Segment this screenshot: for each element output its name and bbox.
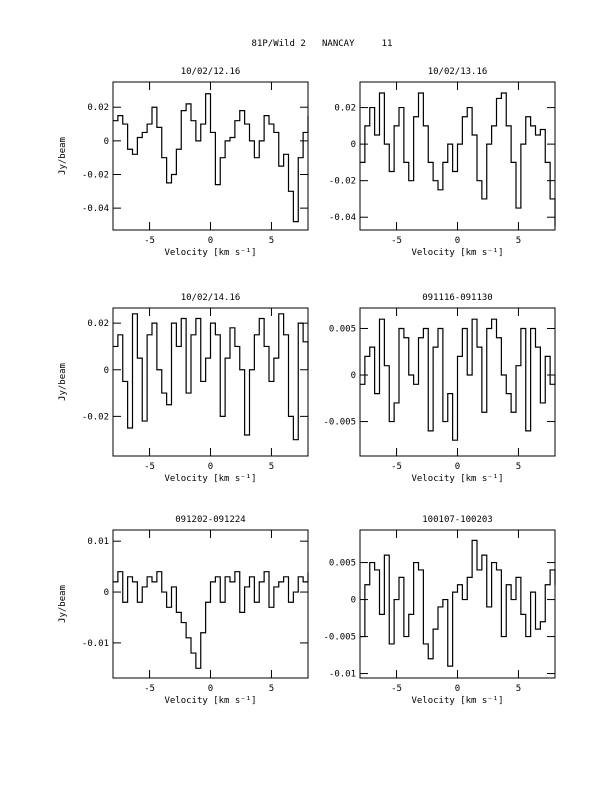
panel-title: 100107-100203 — [422, 515, 492, 525]
panel: 10/02/13.16 -5 0 5 -0.04 -0.02 0 0.02 Velocity [… — [329, 67, 556, 258]
y-tick-label: -0.02 — [82, 171, 109, 181]
y-tick-label: -0.02 — [329, 177, 356, 187]
x-tick-label: 5 — [269, 684, 274, 694]
y-tick-label: -0.01 — [82, 639, 109, 649]
x-tick-label: -5 — [391, 462, 402, 472]
x-tick-label: 5 — [516, 462, 521, 472]
plot-frame — [359, 529, 556, 679]
plot-frame — [112, 529, 309, 679]
x-tick-label: 0 — [455, 462, 460, 472]
y-tick-label: 0.02 — [334, 104, 356, 114]
y-tick-label: 0.02 — [87, 319, 109, 329]
plot-frame — [359, 81, 556, 231]
y-tick-label: 0 — [104, 137, 109, 147]
y-axis-label: Jy/beam — [58, 363, 68, 401]
page-title: 81P/Wild 2 NANCAY 11 — [252, 39, 393, 49]
y-axis-label: Jy/beam — [58, 137, 68, 175]
panel-title: 10/02/13.16 — [428, 67, 488, 77]
spectrum-line — [360, 92, 556, 227]
x-tick-label: 5 — [516, 236, 521, 246]
x-tick-label: 0 — [208, 236, 213, 246]
spectrum-line — [360, 318, 556, 441]
y-tick-label: 0.005 — [329, 559, 356, 569]
x-axis-label: Velocity [km s⁻¹] — [411, 248, 503, 258]
y-tick-label: -0.02 — [82, 412, 109, 422]
x-tick-label: 0 — [208, 684, 213, 694]
x-tick-label: -5 — [391, 236, 402, 246]
x-axis-label: Velocity [km s⁻¹] — [164, 696, 256, 706]
spectrum-line — [113, 93, 309, 223]
panel: 091116-091130 -5 0 5 -0.005 0 0.005 Velocity [k… — [323, 293, 556, 484]
y-tick-label: 0 — [351, 140, 356, 150]
x-tick-label: 5 — [516, 684, 521, 694]
y-tick-label: -0.04 — [329, 213, 356, 223]
x-tick-label: 0 — [455, 684, 460, 694]
y-tick-label: -0.005 — [323, 418, 356, 428]
panel: 10/02/12.16 -5 0 5 -0.04 -0.02 0 0.02 Velocity [… — [58, 67, 309, 258]
y-tick-label: 0 — [104, 366, 109, 376]
panel: 100107-100203 -5 0 5 -0.01 -0.005 0 0.005 Veloci… — [323, 515, 556, 706]
x-axis-label: Velocity [km s⁻¹] — [164, 248, 256, 258]
panel-title: 091116-091130 — [422, 293, 492, 303]
plot-frame — [359, 307, 556, 457]
y-tick-label: -0.04 — [82, 204, 109, 214]
spectrum-line — [113, 313, 309, 441]
plot-frame — [112, 307, 309, 457]
y-tick-label: -0.005 — [323, 633, 356, 643]
plot-frame — [112, 81, 309, 231]
y-tick-label: 0.005 — [329, 324, 356, 334]
x-tick-label: -5 — [144, 462, 155, 472]
spectrum-line — [113, 571, 309, 669]
panel: 10/02/14.16 -5 0 5 -0.02 0 0.02 Velocity [km s⁻… — [58, 293, 309, 484]
x-tick-label: -5 — [144, 236, 155, 246]
x-tick-label: 5 — [269, 462, 274, 472]
panel-title: 10/02/14.16 — [181, 293, 241, 303]
y-tick-label: 0 — [104, 588, 109, 598]
panel-title: 091202-091224 — [175, 515, 245, 525]
x-tick-label: -5 — [144, 684, 155, 694]
spectrum-line — [360, 539, 556, 667]
y-tick-label: 0.02 — [87, 103, 109, 113]
y-tick-label: -0.01 — [329, 670, 356, 680]
x-axis-label: Velocity [km s⁻¹] — [411, 474, 503, 484]
y-tick-label: 0 — [351, 371, 356, 381]
x-tick-label: 0 — [208, 462, 213, 472]
panel: 091202-091224 -5 0 5 -0.01 0 0.01 Velocity [km … — [58, 515, 309, 706]
x-axis-label: Velocity [km s⁻¹] — [164, 474, 256, 484]
x-tick-label: -5 — [391, 684, 402, 694]
x-tick-label: 5 — [269, 236, 274, 246]
panel-title: 10/02/12.16 — [181, 67, 241, 77]
y-tick-label: 0.01 — [87, 537, 109, 547]
y-tick-label: 0 — [351, 596, 356, 606]
y-axis-label: Jy/beam — [58, 585, 68, 623]
x-axis-label: Velocity [km s⁻¹] — [411, 696, 503, 706]
x-tick-label: 0 — [455, 236, 460, 246]
